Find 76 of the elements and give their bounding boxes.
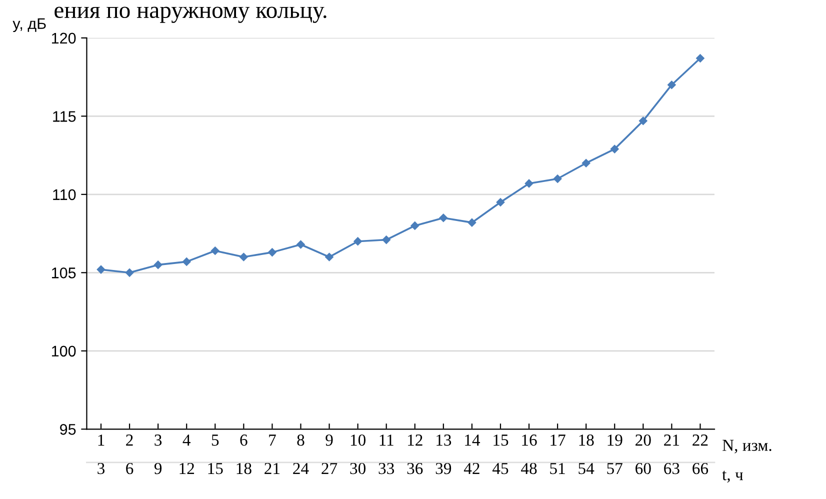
x2-tick-label: 51: [550, 462, 565, 474]
point: [154, 260, 162, 269]
y-tick-label: 110: [53, 189, 76, 200]
point: [468, 218, 476, 227]
x-axis-title: N, изм.: [722, 440, 772, 454]
x2-tick-label: 6: [126, 462, 134, 474]
x-tick-label: 15: [494, 434, 508, 446]
x2-tick-label: 36: [407, 462, 423, 474]
point: [354, 237, 362, 246]
x2-tick-label: 48: [521, 462, 537, 474]
x-tick-label: 3: [154, 434, 162, 446]
point: [268, 248, 276, 256]
x2-tick-label: 12: [180, 462, 194, 474]
point: [582, 158, 590, 168]
point: [439, 214, 448, 222]
point: [240, 252, 248, 262]
text: ения по наружному кольцу.: [54, 6, 326, 23]
point: [639, 116, 648, 125]
x2-tick-label: 60: [636, 462, 651, 474]
point: [524, 179, 534, 188]
x-tick-label: 2: [126, 434, 133, 446]
x-tick-label: 13: [436, 434, 452, 446]
x-tick-label: 17: [550, 434, 566, 446]
x-tick-label: 1: [98, 434, 104, 446]
x-tick-label: 5: [212, 434, 219, 446]
x-tick-label: 7: [269, 434, 276, 446]
x-tick-label: 10: [350, 434, 366, 446]
x-tick-label: 11: [380, 434, 394, 446]
point: [382, 236, 390, 244]
point: [410, 222, 420, 230]
x2-tick-label: 63: [664, 462, 680, 474]
x2-tick-label: 27: [322, 462, 338, 474]
point: [125, 268, 134, 277]
x2-tick-label: 42: [464, 462, 480, 474]
x-tick-label: 14: [465, 434, 480, 446]
y-tick-label: 95: [60, 424, 76, 435]
x-tick-label: 21: [664, 434, 680, 446]
x2-tick-label: 30: [350, 462, 366, 474]
x2-tick-label: 9: [154, 462, 162, 474]
y-axis-title: y, дБ: [12, 18, 46, 32]
x2-tick-label: 54: [578, 462, 594, 474]
point: [296, 240, 305, 249]
point: [211, 246, 220, 255]
y-tick-label: 105: [52, 268, 76, 278]
x-tick-label: 18: [579, 434, 594, 446]
y-tick-label: 120: [52, 32, 76, 44]
x-tick-label: 6: [240, 434, 248, 446]
x-tick-label: 22: [692, 434, 708, 446]
x2-tick-label: 3: [98, 462, 105, 474]
y-tick-label: 100: [52, 346, 76, 357]
x-tick-label: 8: [297, 434, 304, 446]
y-tick-label: 115: [53, 111, 76, 122]
x2-tick-label: 33: [378, 462, 394, 474]
x2-tick-label: 15: [208, 462, 223, 474]
point: [182, 258, 191, 266]
point: [325, 252, 334, 262]
x2-tick-label: 39: [436, 462, 452, 474]
point: [610, 144, 619, 154]
point: [496, 198, 505, 206]
x2-tick-label: 66: [692, 462, 708, 474]
x-tick-label: 19: [608, 434, 622, 446]
x2-tick-label: 57: [607, 463, 622, 474]
point: [553, 174, 562, 183]
x-tick-label: 9: [326, 434, 333, 446]
x-tick-label: 4: [182, 434, 191, 446]
x2-tick-label: 18: [236, 462, 252, 474]
x2-tick-label: 45: [492, 462, 508, 474]
point: [668, 80, 676, 89]
point: [96, 265, 106, 274]
x-tick-label: 20: [636, 434, 651, 446]
x2-tick-label: 21: [264, 462, 280, 474]
x-tick-label: 16: [522, 434, 537, 446]
x2-axis-title: t, ч: [722, 470, 743, 483]
point: [696, 54, 704, 62]
x-tick-label: 12: [408, 434, 422, 446]
x2-tick-label: 24: [293, 462, 309, 474]
